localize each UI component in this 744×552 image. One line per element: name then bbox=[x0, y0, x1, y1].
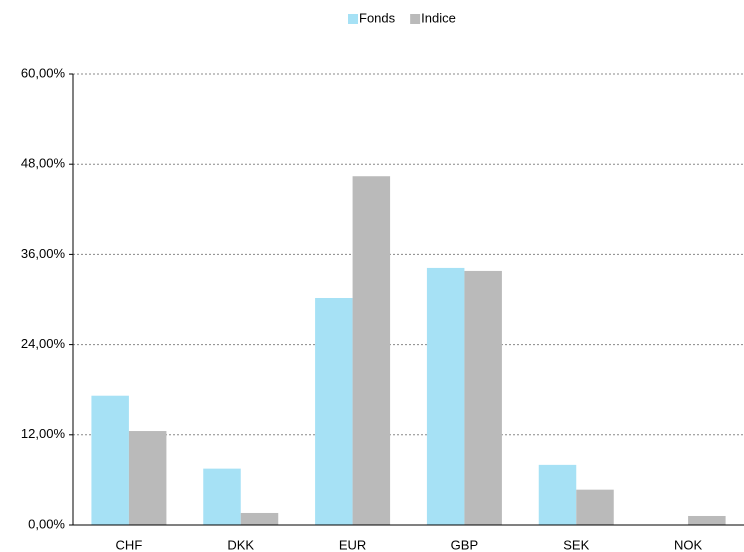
y-tick-label: 12,00% bbox=[21, 426, 66, 441]
y-tick-label: 0,00% bbox=[28, 516, 65, 531]
y-tick-label: 60,00% bbox=[21, 65, 66, 80]
bar bbox=[352, 176, 391, 525]
x-tick-label: DKK bbox=[227, 537, 254, 552]
bar bbox=[688, 515, 726, 525]
bar bbox=[240, 512, 279, 525]
legend-swatch bbox=[348, 14, 358, 24]
bar bbox=[91, 395, 129, 525]
x-tick-label: NOK bbox=[674, 537, 703, 552]
x-tick-label: EUR bbox=[339, 537, 366, 552]
legend-swatch bbox=[410, 14, 421, 24]
x-tick-label: CHF bbox=[116, 537, 143, 552]
bar bbox=[464, 270, 502, 525]
bar bbox=[315, 297, 353, 525]
y-tick-label: 48,00% bbox=[21, 156, 66, 171]
x-tick-label: GBP bbox=[451, 537, 478, 552]
y-tick-label: 24,00% bbox=[21, 336, 66, 351]
bar bbox=[538, 464, 577, 525]
y-tick-label: 36,00% bbox=[21, 246, 66, 261]
bar bbox=[576, 489, 614, 525]
bar bbox=[203, 468, 241, 525]
legend-label: Fonds bbox=[359, 10, 396, 25]
bar bbox=[128, 431, 167, 525]
bar bbox=[426, 267, 465, 525]
x-tick-label: SEK bbox=[563, 537, 589, 552]
legend-label: Indice bbox=[421, 10, 456, 25]
